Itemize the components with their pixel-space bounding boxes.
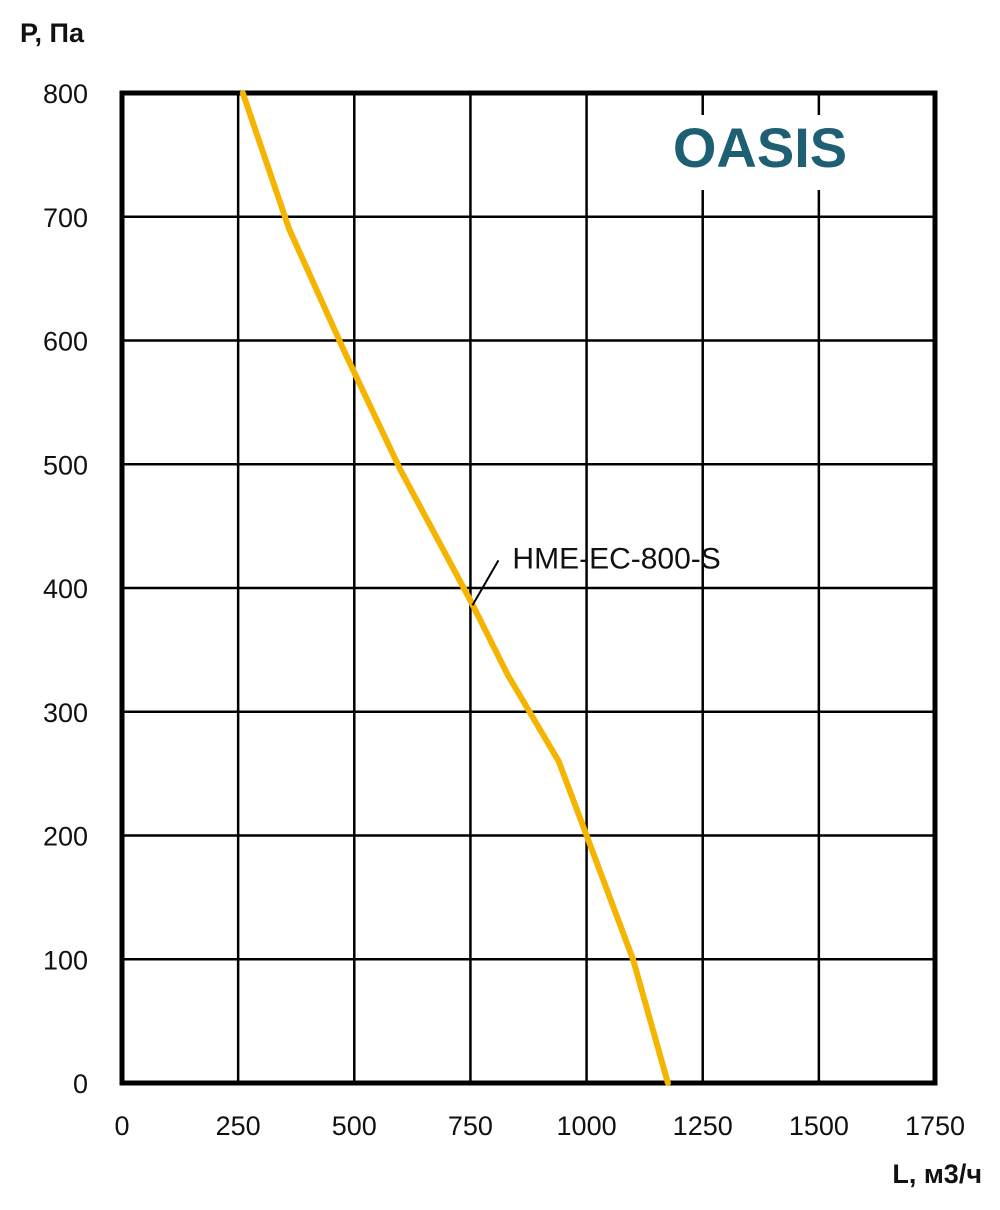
x-tick-label: 1750 bbox=[905, 1111, 965, 1141]
y-tick-label: 800 bbox=[43, 79, 88, 109]
x-tick-label: 1000 bbox=[557, 1111, 617, 1141]
grid bbox=[120, 91, 937, 1085]
oasis-logo: OASIS bbox=[673, 116, 847, 179]
y-tick-label: 600 bbox=[43, 327, 88, 357]
series bbox=[239, 90, 671, 1086]
x-tick-label: 250 bbox=[216, 1111, 261, 1141]
logo-background bbox=[665, 115, 855, 190]
y-tick-labels: 0 100 200 300 400 500 600 700 800 bbox=[43, 79, 88, 1099]
y-tick-label: 200 bbox=[43, 822, 88, 852]
x-tick-label: 750 bbox=[448, 1111, 493, 1141]
x-axis-title: L, м3/ч bbox=[892, 1159, 982, 1189]
series-line bbox=[239, 90, 671, 1086]
series-label: HME-EC-800-S bbox=[512, 542, 720, 575]
annotation-leader bbox=[471, 559, 500, 606]
x-tick-label: 0 bbox=[114, 1111, 129, 1141]
y-tick-label: 500 bbox=[43, 450, 88, 480]
y-axis-title: P, Па bbox=[20, 18, 85, 48]
y-tick-label: 100 bbox=[43, 945, 88, 975]
x-tick-label: 1250 bbox=[673, 1111, 733, 1141]
x-tick-label: 500 bbox=[332, 1111, 377, 1141]
plot-border bbox=[119, 90, 938, 1086]
y-tick-label: 300 bbox=[43, 698, 88, 728]
x-tick-label: 1500 bbox=[789, 1111, 849, 1141]
y-tick-label: 0 bbox=[73, 1069, 88, 1099]
plot-frame bbox=[119, 90, 938, 1086]
y-tick-label: 700 bbox=[43, 203, 88, 233]
x-tick-labels: 0 250 500 750 1000 1250 1500 1750 bbox=[114, 1111, 965, 1141]
y-tick-label: 400 bbox=[43, 574, 88, 604]
annotation: HME-EC-800-S bbox=[471, 542, 721, 606]
